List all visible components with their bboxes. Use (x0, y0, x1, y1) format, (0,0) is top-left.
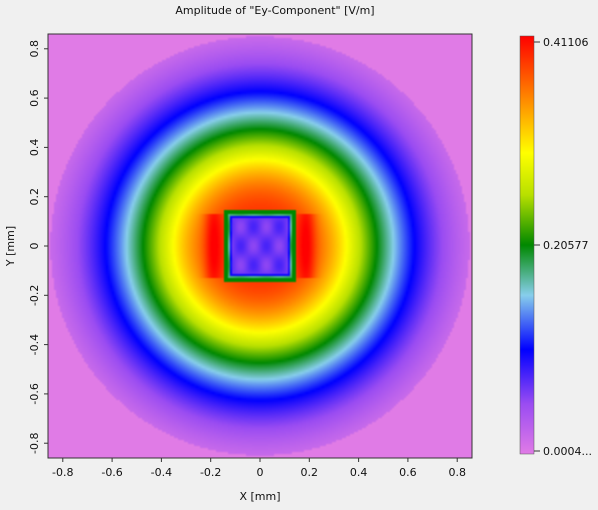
heatmap-image (48, 34, 472, 458)
colorbar-min-label: 0.0004... (543, 445, 592, 458)
plot-area (47, 33, 473, 459)
x-tick-label: 0.2 (301, 466, 319, 479)
y-tick-label: 0.6 (28, 89, 41, 107)
y-tick-label: -0.2 (28, 285, 41, 306)
y-tick-label: -0.4 (28, 334, 41, 355)
x-tick-label: 0.8 (448, 466, 466, 479)
x-axis-title: X [mm] (239, 490, 280, 503)
x-tick-label: -0.8 (52, 466, 73, 479)
y-tick-label: 0.2 (28, 188, 41, 206)
y-tick-label: -0.6 (28, 383, 41, 404)
colorbar: 0.41106 0.20577 0.0004... (519, 35, 592, 458)
y-tick-label: 0.8 (28, 40, 41, 58)
x-axis: -0.8 -0.6 -0.4 -0.2 0 0.2 0.4 0.6 0.8 (52, 458, 466, 479)
chart-title: Amplitude of "Ey-Component" [V/m] (175, 4, 374, 17)
y-axis: 0.8 0.6 0.4 0.2 0 -0.2 -0.4 -0.6 -0.8 (28, 40, 48, 454)
x-tick-label: -0.6 (101, 466, 122, 479)
y-axis-title: Y [mm] (4, 226, 17, 267)
y-tick-label: -0.8 (28, 432, 41, 453)
x-tick-label: 0 (257, 466, 264, 479)
x-tick-label: 0.6 (399, 466, 417, 479)
x-tick-label: -0.4 (151, 466, 172, 479)
colorbar-max-label: 0.41106 (543, 36, 589, 49)
y-tick-label: 0.4 (28, 139, 41, 157)
x-tick-label: 0.4 (350, 466, 368, 479)
x-tick-label: -0.2 (200, 466, 221, 479)
colorbar-mid-label: 0.20577 (543, 239, 589, 252)
y-tick-label: 0 (28, 243, 41, 250)
colorbar-gradient (519, 35, 535, 455)
